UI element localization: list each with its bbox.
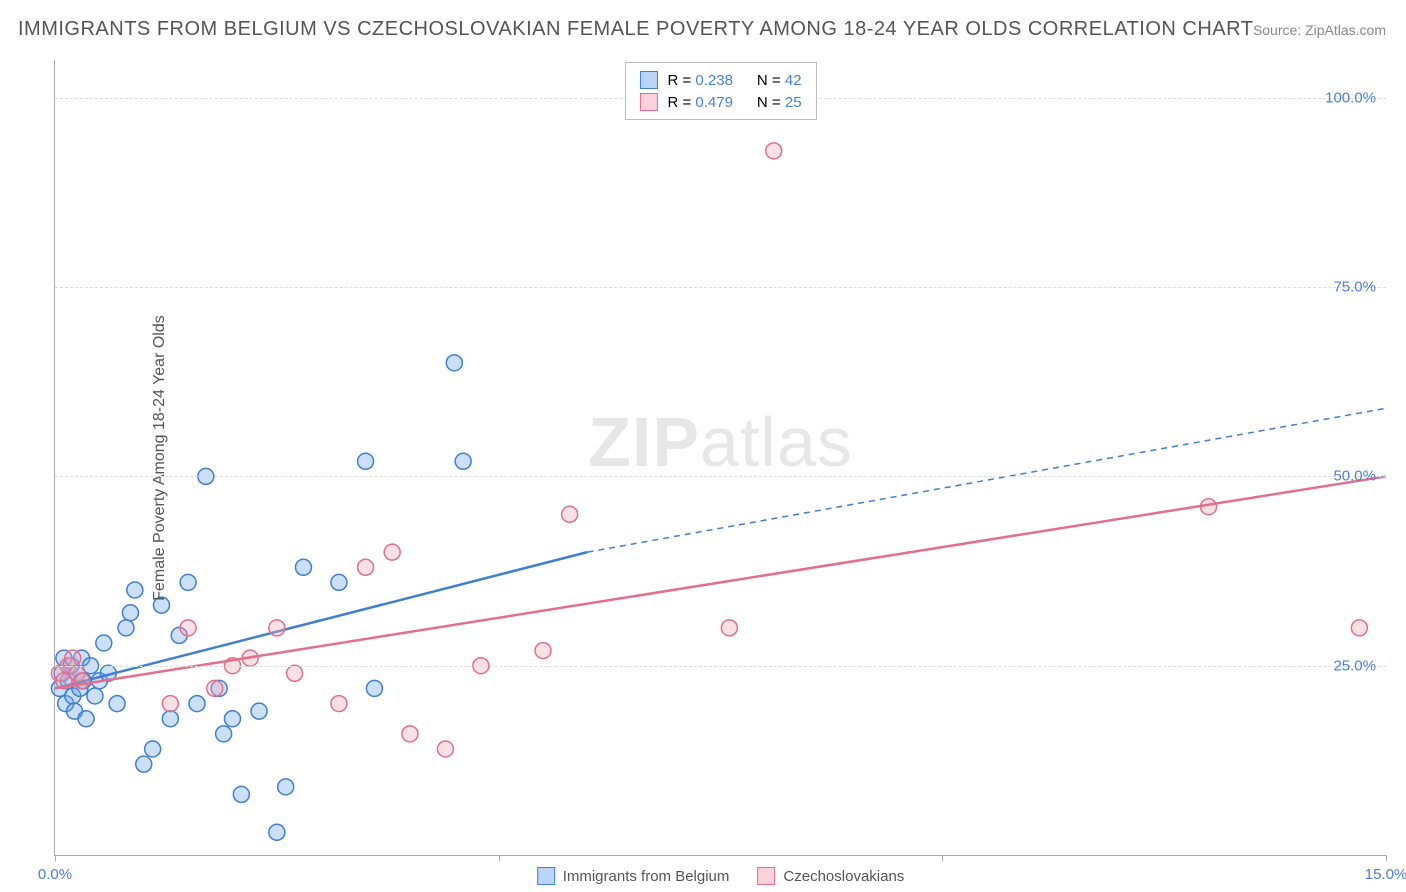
data-point bbox=[78, 711, 94, 727]
y-tick-label: 100.0% bbox=[1325, 89, 1376, 106]
data-point bbox=[331, 696, 347, 712]
data-point bbox=[127, 582, 143, 598]
data-point bbox=[109, 696, 125, 712]
data-point bbox=[358, 559, 374, 575]
x-tick-label: 0.0% bbox=[38, 866, 72, 883]
data-point bbox=[358, 453, 374, 469]
data-point bbox=[207, 680, 223, 696]
grid-line bbox=[55, 666, 1386, 667]
legend-series-label: Czechoslovakians bbox=[783, 868, 904, 885]
data-point bbox=[87, 688, 103, 704]
data-point bbox=[216, 726, 232, 742]
data-point bbox=[402, 726, 418, 742]
data-point bbox=[65, 650, 81, 666]
data-point bbox=[562, 506, 578, 522]
y-tick-label: 75.0% bbox=[1333, 279, 1376, 296]
x-tick bbox=[55, 855, 56, 861]
data-point bbox=[1351, 620, 1367, 636]
x-tick bbox=[499, 855, 500, 861]
data-point bbox=[118, 620, 134, 636]
data-point bbox=[189, 696, 205, 712]
data-point bbox=[384, 544, 400, 560]
data-point bbox=[446, 355, 462, 371]
data-point bbox=[136, 756, 152, 772]
data-point bbox=[766, 143, 782, 159]
data-point bbox=[287, 665, 303, 681]
data-point bbox=[233, 786, 249, 802]
data-point bbox=[122, 605, 138, 621]
data-point bbox=[721, 620, 737, 636]
y-tick-label: 50.0% bbox=[1333, 468, 1376, 485]
data-point bbox=[224, 711, 240, 727]
source-label: Source: bbox=[1253, 22, 1305, 38]
data-point bbox=[96, 635, 112, 651]
trend-line-extrapolated bbox=[587, 408, 1386, 552]
chart-container: ZIPatlas R = 0.238N = 42R = 0.479N = 25 … bbox=[54, 60, 1386, 856]
legend-n-label: N = 25 bbox=[757, 94, 802, 111]
grid-line bbox=[55, 476, 1386, 477]
data-point bbox=[162, 696, 178, 712]
x-tick-label: 15.0% bbox=[1365, 866, 1406, 883]
legend-swatch bbox=[537, 867, 555, 885]
legend-stats-box: R = 0.238 N = 42 R = 0.479 N = 25 bbox=[624, 62, 816, 120]
legend-stat-row: R = 0.238 N = 42 bbox=[639, 69, 801, 91]
legend-swatch bbox=[639, 93, 657, 111]
y-tick-label: 25.0% bbox=[1333, 657, 1376, 674]
legend-r-value: 0.479 bbox=[695, 94, 733, 111]
source-credit: Source: ZipAtlas.com bbox=[1253, 22, 1386, 38]
legend-stat-row: R = 0.479 N = 25 bbox=[639, 91, 801, 113]
y-axis-label: Female Poverty Among 18-24 Year Olds bbox=[151, 315, 169, 601]
legend-bottom: Immigrants from Belgium Czechoslovakians bbox=[537, 867, 905, 885]
grid-line bbox=[55, 287, 1386, 288]
x-tick bbox=[1386, 855, 1387, 861]
data-point bbox=[74, 673, 90, 689]
legend-series-item: Czechoslovakians bbox=[757, 867, 904, 885]
legend-n-value: 42 bbox=[785, 72, 802, 89]
data-point bbox=[162, 711, 178, 727]
data-point bbox=[269, 824, 285, 840]
data-point bbox=[278, 779, 294, 795]
data-point bbox=[455, 453, 471, 469]
scatter-svg bbox=[55, 60, 1386, 855]
legend-r-label: R = 0.479 bbox=[667, 94, 732, 111]
data-point bbox=[366, 680, 382, 696]
x-tick bbox=[942, 855, 943, 861]
legend-r-label: R = 0.238 bbox=[667, 72, 732, 89]
legend-n-value: 25 bbox=[785, 94, 802, 111]
data-point bbox=[145, 741, 161, 757]
data-point bbox=[295, 559, 311, 575]
legend-series-label: Immigrants from Belgium bbox=[563, 868, 730, 885]
data-point bbox=[269, 620, 285, 636]
chart-title: IMMIGRANTS FROM BELGIUM VS CZECHOSLOVAKI… bbox=[18, 18, 1253, 41]
legend-swatch bbox=[639, 71, 657, 89]
data-point bbox=[437, 741, 453, 757]
data-point bbox=[331, 574, 347, 590]
plot-area: ZIPatlas R = 0.238N = 42R = 0.479N = 25 … bbox=[54, 60, 1386, 856]
data-point bbox=[180, 620, 196, 636]
trend-line bbox=[55, 476, 1386, 688]
legend-n-label: N = 42 bbox=[757, 72, 802, 89]
legend-r-value: 0.238 bbox=[695, 72, 733, 89]
data-point bbox=[251, 703, 267, 719]
data-point bbox=[180, 574, 196, 590]
legend-swatch bbox=[757, 867, 775, 885]
data-point bbox=[535, 643, 551, 659]
legend-series-item: Immigrants from Belgium bbox=[537, 867, 730, 885]
source-name: ZipAtlas.com bbox=[1305, 22, 1386, 38]
trend-line bbox=[55, 552, 587, 688]
